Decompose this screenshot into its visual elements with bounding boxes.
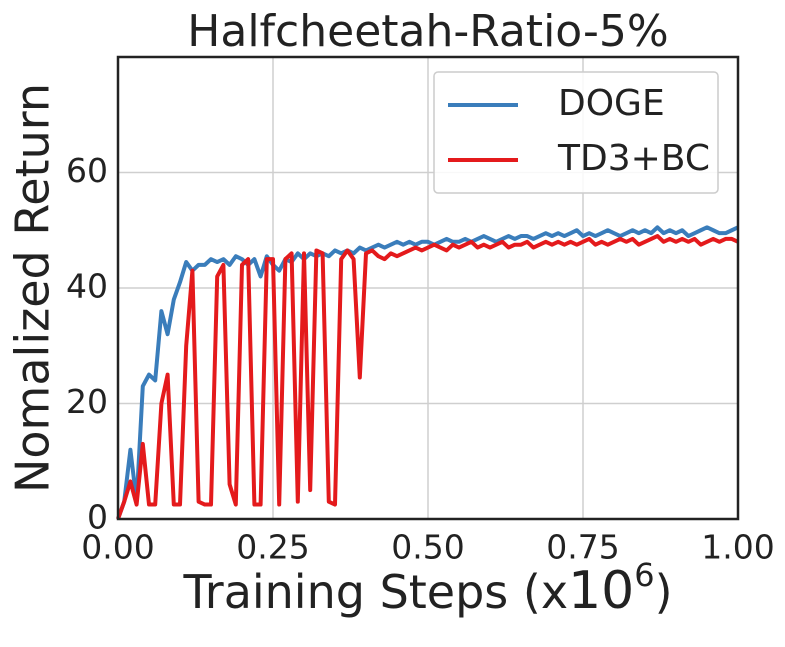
y-tick-label: 20 (66, 382, 108, 421)
x-axis-label-text: Training Steps (x (182, 565, 568, 619)
legend-box (433, 71, 719, 194)
legend: DOGE TD3+BC (433, 71, 719, 194)
legend-label: DOGE (558, 83, 665, 124)
x-axis-label-close: ) (655, 565, 673, 619)
y-tick-label: 40 (66, 267, 108, 306)
plot-frame (116, 55, 740, 521)
legend-label: TD3+BC (557, 138, 710, 179)
x-axis-label-exponent: 6 (634, 556, 654, 594)
x-tick-label: 0.25 (236, 528, 309, 567)
x-tick-label: 0.75 (546, 528, 619, 567)
x-tick-label: 1.00 (701, 528, 774, 567)
x-axis-label-base: 10 (568, 561, 634, 621)
x-tick-label: 0.50 (391, 528, 464, 567)
y-axis-label: Nomalized Return (6, 83, 60, 493)
x-tick-label: 0.00 (81, 528, 154, 567)
line-series (116, 225, 739, 520)
chart-title: Halfcheetah-Ratio-5% (187, 6, 668, 57)
y-tick-label: 60 (66, 151, 108, 190)
x-axis-label: Training Steps (x106) (182, 556, 672, 621)
y-tick-label: 0 (87, 498, 108, 537)
line-series (116, 234, 739, 520)
